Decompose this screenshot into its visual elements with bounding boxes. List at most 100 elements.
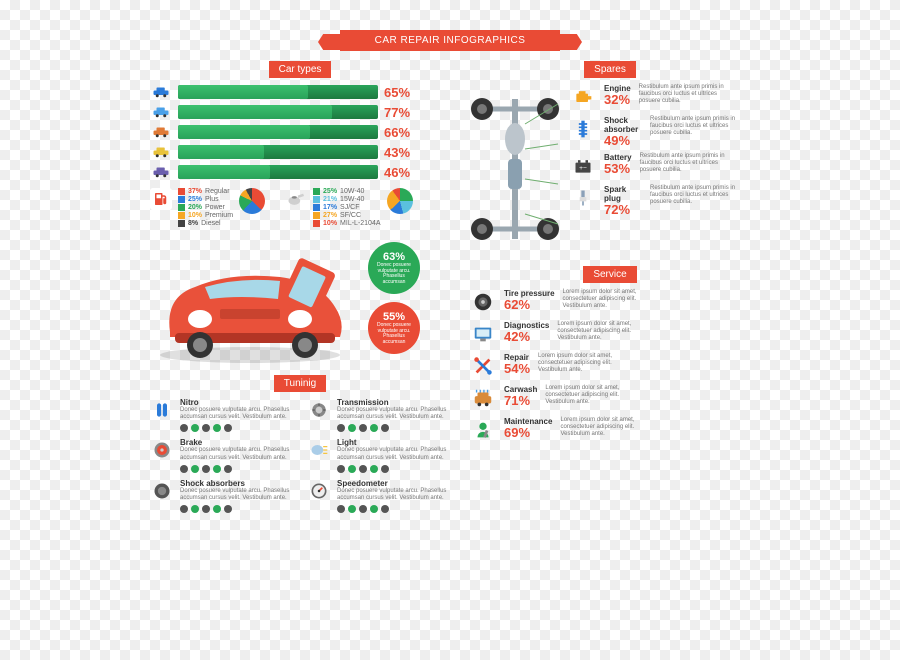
service-desc: Lorem ipsum dolor sit amet, consectetuer… (560, 417, 660, 439)
legends-row: 37%Regular25%Plus20%Power10%Premium8%Die… (150, 188, 450, 227)
tuning-item: Transmission Donec posuere vulputate arc… (307, 398, 450, 432)
tuning-label: Speedometer (337, 479, 447, 488)
legend-item: 25%Plus (178, 196, 233, 203)
infographic-canvas: CAR REPAIR INFOGRAPHICS Car types 65% 77… (150, 30, 750, 630)
rating-dot (381, 465, 389, 473)
rating-dot (370, 424, 378, 432)
car-illustration-zone: 63% Donec posuere vulputate arcu. Phasel… (150, 237, 450, 367)
ribbon-left (318, 34, 344, 50)
rating-dot (213, 465, 221, 473)
spare-desc: Restibulum ante ipsum primis in faucibus… (640, 153, 740, 175)
legend-item: 10%MIL-L-2104A (313, 220, 380, 227)
rating-dot (213, 505, 221, 513)
title-text: CAR REPAIR INFOGRAPHICS (340, 30, 560, 51)
spare-desc: Restibulum ante ipsum primis in faucibus… (650, 185, 750, 207)
service-pct: 62% (504, 298, 555, 311)
bar-track (178, 145, 378, 159)
rating-dots (337, 465, 447, 473)
legend-item: 21%15W-40 (313, 196, 380, 203)
car-type-bar: 66% (150, 124, 450, 140)
tuning-label: Light (337, 438, 447, 447)
service-list: Tire pressure 62% Lorem ipsum dolor sit … (470, 289, 750, 443)
rating-dot (213, 424, 221, 432)
spare-icon (570, 185, 596, 211)
bar-track (178, 125, 378, 139)
service-icon (470, 385, 496, 411)
bar-pct: 46% (384, 165, 424, 180)
rating-dot (191, 505, 199, 513)
service-pct: 71% (504, 394, 537, 407)
service-row: Repair 54% Lorem ipsum dolor sit amet, c… (470, 353, 750, 379)
rating-dot (202, 424, 210, 432)
rating-dot (381, 424, 389, 432)
car-type-bar: 43% (150, 144, 450, 160)
legend-item: 8%Diesel (178, 220, 233, 227)
car-icon (150, 164, 172, 180)
service-row: Tire pressure 62% Lorem ipsum dolor sit … (470, 289, 750, 315)
oil-can-icon (285, 188, 307, 210)
svg-text:+−: +− (579, 165, 587, 172)
fuel-legend: 37%Regular25%Plus20%Power10%Premium8%Die… (150, 188, 265, 227)
tuning-grid: Nitro Donec posuere vulputate arcu. Phas… (150, 398, 450, 513)
rating-dot (337, 505, 345, 513)
car-icon (150, 104, 172, 120)
rating-dot (202, 465, 210, 473)
tuning-desc: Donec posuere vulputate arcu. Phasellus … (337, 488, 447, 502)
bar-pct: 43% (384, 145, 424, 160)
tuning-desc: Donec posuere vulputate arcu. Phasellus … (180, 407, 290, 421)
service-row: Carwash 71% Lorem ipsum dolor sit amet, … (470, 385, 750, 411)
spare-row: Shock absorber 49% Restibulum ante ipsum… (570, 116, 750, 147)
tuning-item: Light Donec posuere vulputate arcu. Phas… (307, 438, 450, 472)
rating-dot (224, 424, 232, 432)
service-icon (470, 417, 496, 443)
bar-pct: 65% (384, 85, 424, 100)
service-desc: Lorem ipsum dolor sit amet, consectetuer… (538, 353, 638, 375)
car-types-bars: 65% 77% 66% 43% 46% (150, 84, 450, 180)
rating-dot (348, 424, 356, 432)
tuning-label: Brake (180, 438, 290, 447)
rating-dot (180, 505, 188, 513)
rating-dot (348, 505, 356, 513)
legend-item: 10%Premium (178, 212, 233, 219)
service-pct: 69% (504, 426, 552, 439)
bar-track (178, 105, 378, 119)
rating-dot (381, 505, 389, 513)
service-desc: Lorem ipsum dolor sit amet, consectetuer… (545, 385, 645, 407)
left-column: Car types 65% 77% 66% 43% 46% (150, 59, 450, 513)
car-type-bar: 46% (150, 164, 450, 180)
spare-icon (570, 116, 596, 142)
oil-legend: 25%10W-4021%15W-4017%SJ/CF27%SF/CC10%MIL… (285, 188, 412, 227)
service-title: Service (583, 266, 636, 283)
car-icon (150, 84, 172, 100)
rating-dots (337, 424, 447, 432)
tuning-icon (307, 398, 331, 422)
service-pct: 54% (504, 362, 530, 375)
service-row: Maintenance 69% Lorem ipsum dolor sit am… (470, 417, 750, 443)
spare-row: Engine 32% Restibulum ante ipsum primis … (570, 84, 750, 110)
tuning-desc: Donec posuere vulputate arcu. Phasellus … (337, 407, 447, 421)
rating-dot (337, 424, 345, 432)
rating-dot (348, 465, 356, 473)
oil-pie-icon (387, 188, 413, 214)
spare-desc: Restibulum ante ipsum primis in faucibus… (650, 116, 750, 138)
rating-dot (191, 465, 199, 473)
tuning-label: Shock absorbers (180, 479, 290, 488)
spare-pct: 72% (604, 203, 642, 216)
tuning-desc: Donec posuere vulputate arcu. Phasellus … (180, 488, 290, 502)
rating-dot (224, 505, 232, 513)
sports-car-icon (150, 237, 360, 367)
car-icon (150, 144, 172, 160)
spares-list: Engine 32% Restibulum ante ipsum primis … (570, 84, 750, 254)
rating-dot (337, 465, 345, 473)
tuning-title: Tuninig (274, 375, 326, 392)
rating-dot (180, 424, 188, 432)
spare-row: +− Battery 53% Restibulum ante ipsum pri… (570, 153, 750, 179)
car-type-bar: 65% (150, 84, 450, 100)
tuning-desc: Donec posuere vulputate arcu. Phasellus … (180, 447, 290, 461)
rating-dot (191, 424, 199, 432)
service-desc: Lorem ipsum dolor sit amet, consectetuer… (563, 289, 663, 311)
rating-dots (180, 424, 290, 432)
spare-pct: 49% (604, 134, 642, 147)
service-icon (470, 289, 496, 315)
rating-dot (359, 424, 367, 432)
